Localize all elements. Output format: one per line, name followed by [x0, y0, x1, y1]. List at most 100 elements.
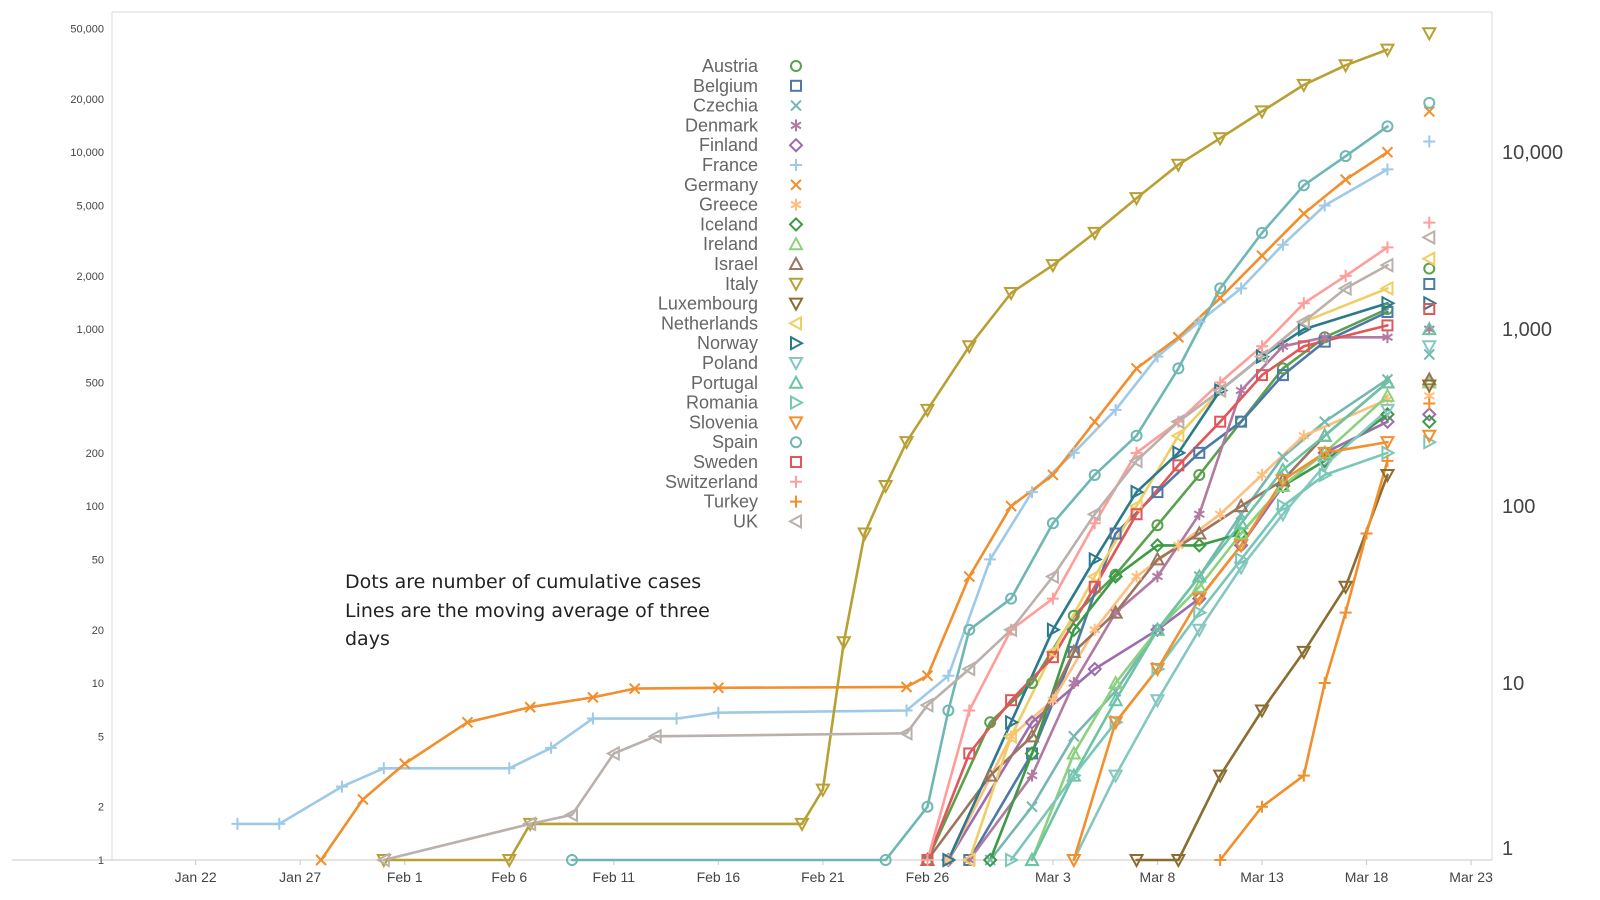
annotation-line-3: days [345, 628, 390, 650]
series-marker-uk [1421, 229, 1436, 246]
series-marker-italy [794, 817, 810, 832]
series-marker-israel [1191, 525, 1207, 540]
legend-label-czechia: Czechia [693, 96, 759, 116]
legend-marker-portugal [788, 374, 804, 389]
series-marker-netherlands [1086, 568, 1101, 585]
legend-label-luxembourg: Luxembourg [658, 294, 758, 314]
y-tick-label-left: 2 [98, 802, 104, 814]
series-marker-italy [1045, 259, 1061, 274]
series-marker-switzerland [1381, 241, 1394, 254]
x-tick-label: Feb 1 [387, 869, 423, 885]
series-marker-germany [399, 758, 411, 770]
series-marker-germany [1130, 362, 1143, 375]
series-marker-france [1235, 282, 1248, 295]
series-marker-netherlands [1170, 428, 1185, 444]
series-marker-uk [1212, 382, 1227, 399]
series-marker-sweden [1423, 302, 1436, 315]
legend-label-romania: Romania [686, 393, 759, 413]
series-marker-italy [898, 436, 915, 451]
series-marker-sweden [1088, 580, 1101, 593]
series-marker-portugal [1233, 515, 1249, 530]
series-marker-sweden [1256, 369, 1268, 382]
series-marker-ireland [1233, 525, 1249, 540]
series-marker-france [1067, 446, 1080, 459]
legend-label-belgium: Belgium [693, 76, 758, 96]
legend-marker-uk [787, 513, 802, 530]
series-marker-switzerland [1297, 297, 1310, 310]
series-marker-uk [961, 661, 976, 677]
series-marker-finland [1380, 414, 1395, 430]
series-marker-france [900, 704, 913, 717]
legend-label-iceland: Iceland [700, 214, 758, 234]
series-marker-germany [1172, 331, 1185, 343]
legend-marker-iceland [788, 216, 804, 232]
series-marker-france [503, 762, 516, 775]
series-marker-france [670, 712, 683, 725]
series-line-spain [570, 125, 1389, 862]
series-marker-finland [1421, 406, 1437, 422]
series-marker-italy [1379, 43, 1396, 58]
series-marker-austria [1423, 262, 1436, 275]
series-marker-spain [1005, 592, 1018, 605]
y-axis-left: 1 2 5 10 20 50 100 200 500 1,000 2,000 5,000 10,000 2… [70, 24, 104, 867]
x-tick-label: Feb 16 [697, 869, 741, 885]
legend-marker-slovenia [788, 416, 804, 431]
series-marker-luxembourg [1128, 854, 1145, 869]
series-marker-spain [566, 854, 578, 866]
series-marker-czechia [1423, 348, 1435, 361]
series-marker-switzerland [921, 854, 934, 866]
series-marker-spain [1297, 179, 1310, 192]
series-marker-sweden [1130, 508, 1143, 521]
series-marker-finland [1087, 661, 1103, 677]
series-marker-france [984, 553, 997, 566]
y-tick-label-left: 2,000 [76, 271, 104, 283]
series-marker-spain [1214, 282, 1227, 295]
series-marker-poland [1149, 694, 1166, 709]
legend-label-denmark: Denmark [685, 115, 759, 135]
series-marker-luxembourg [1296, 645, 1312, 660]
series-marker-turkey [1214, 854, 1227, 866]
series-marker-spain [921, 800, 934, 813]
series-marker-portugal [1191, 568, 1207, 583]
series-marker-romania [1235, 551, 1250, 568]
series-marker-iceland [1191, 537, 1207, 553]
series-marker-denmark [1277, 340, 1289, 353]
series-marker-netherlands [1421, 251, 1436, 267]
series-marker-uk [1086, 506, 1101, 522]
series-marker-iceland [1108, 569, 1124, 584]
series-marker-poland [1421, 340, 1437, 355]
series-marker-germany [900, 681, 913, 693]
series-marker-germany [963, 570, 975, 583]
legend-label-poland: Poland [702, 353, 758, 373]
series-marker-iceland [1421, 414, 1437, 430]
series-marker-luxembourg [1254, 704, 1270, 719]
series-marker-belgium [1151, 486, 1164, 499]
series-marker-france [377, 762, 390, 775]
series-line-israel [926, 381, 1389, 862]
series-marker-uk [1295, 314, 1310, 330]
series-marker-belgium [1193, 446, 1206, 459]
y-tick-label-right: 1,000 [1502, 319, 1552, 341]
series-marker-denmark [1068, 677, 1080, 690]
annotation: Dots are number of cumulative cases Line… [345, 571, 710, 650]
series-marker-ireland [1066, 745, 1082, 760]
series-marker-germany [1381, 146, 1394, 158]
legend-marker-sweden [790, 456, 802, 468]
series-marker-austria [1276, 362, 1289, 375]
series-marker-italy [1170, 158, 1187, 173]
x-tick-label: Mar 13 [1240, 869, 1284, 885]
legend-label-netherlands: Netherlands [661, 313, 758, 333]
series-marker-france [1026, 486, 1038, 499]
series-marker-uk [1170, 413, 1185, 430]
y-tick-label-left: 5,000 [76, 200, 104, 212]
legend-label-italy: Italy [725, 274, 758, 294]
series-marker-italy [1212, 132, 1228, 147]
series-marker-romania [1276, 498, 1291, 514]
series-marker-slovenia [1379, 436, 1396, 451]
legend-label-turkey: Turkey [704, 492, 758, 512]
series-marker-norway [1088, 551, 1103, 568]
series-marker-switzerland [963, 704, 976, 717]
series-marker-iceland [1380, 406, 1395, 422]
series-marker-france [1109, 403, 1122, 416]
